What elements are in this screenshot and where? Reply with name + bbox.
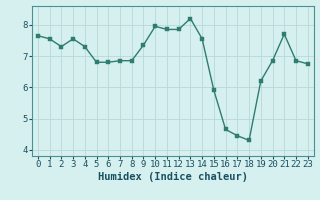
X-axis label: Humidex (Indice chaleur): Humidex (Indice chaleur) [98, 172, 248, 182]
